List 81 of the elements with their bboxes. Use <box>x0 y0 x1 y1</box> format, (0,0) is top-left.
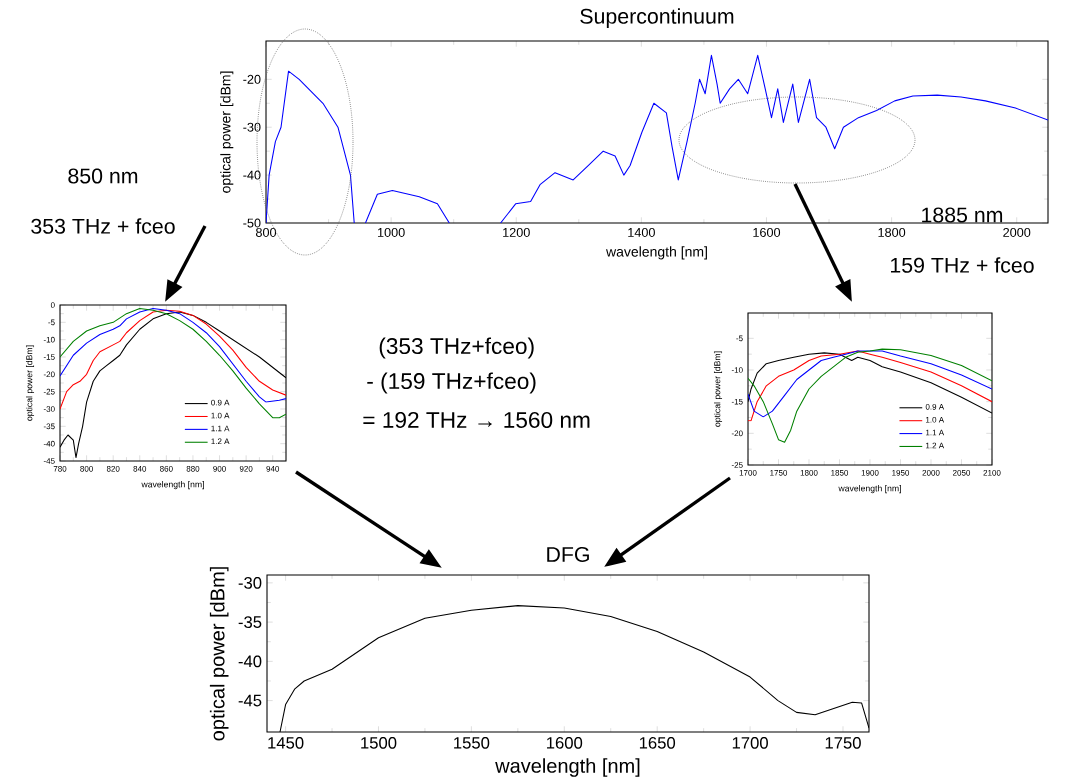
y-tick-label: -30 <box>43 406 55 412</box>
chart-title: Supercontinuum <box>580 8 734 29</box>
line-series <box>748 348 992 443</box>
x-tick-label: 1400 <box>628 227 655 237</box>
y-tick-label: -25 <box>731 462 743 468</box>
legend-label: 1.1 A <box>926 429 945 436</box>
y-tick-label: -20 <box>731 430 743 437</box>
y-tick-label: -35 <box>43 423 55 430</box>
x-tick-label: 800 <box>80 465 93 472</box>
y-tick-label: -20 <box>43 371 55 378</box>
y-tick-label: -15 <box>731 398 743 405</box>
y-tick-label: -15 <box>43 354 55 360</box>
y-tick-label: -45 <box>43 458 55 464</box>
y-tick-label: -45 <box>238 694 262 707</box>
chart-title: DFG <box>547 546 589 563</box>
x-tick-label: 1700 <box>732 736 768 749</box>
text: 850 nm <box>68 168 138 184</box>
y-tick-label: -5 <box>736 335 743 342</box>
legend-label: 0.9 A <box>925 403 945 410</box>
y-tick-label: -20 <box>243 74 261 84</box>
y-tick-label: -30 <box>243 122 261 132</box>
legend-label: 1.0 A <box>926 416 945 423</box>
x-axis-title: wavelength [nm] <box>141 481 204 490</box>
y-tick-label: -25 <box>43 388 55 395</box>
text: 353 THz + fceo <box>31 218 175 234</box>
y-tick-label: -10 <box>43 336 55 343</box>
x-tick-label: 2000 <box>1003 227 1031 237</box>
x-tick-label: 940 <box>266 465 280 472</box>
legend-label: 1.1 A <box>211 425 230 432</box>
x-tick-label: 820 <box>106 465 120 472</box>
x-axis-title: wavelength [nm] <box>838 485 901 494</box>
y-axis-title: optical power [dBm] <box>25 345 35 421</box>
x-tick-label: 860 <box>160 465 173 472</box>
x-tick-label: 1750 <box>825 736 861 749</box>
y-tick-label: -5 <box>48 319 55 326</box>
y-tick-label: -40 <box>238 655 262 668</box>
y-tick-label: -40 <box>43 440 55 447</box>
legend-label: 1.2 A <box>926 442 945 449</box>
y-axis-title: optical power [dBm] <box>220 71 234 193</box>
x-tick-label: 1850 <box>831 469 849 476</box>
y-tick-label: -10 <box>731 367 743 373</box>
x-tick-label: 1650 <box>639 736 676 749</box>
x-tick-label: 2000 <box>922 469 940 476</box>
text: = 192 THz → 1560 nm <box>363 411 590 429</box>
x-tick-label: 1750 <box>770 469 788 476</box>
x-tick-label: 780 <box>53 465 67 472</box>
x-tick-label: 920 <box>239 465 253 472</box>
y-axis-title: optical power [dBm] <box>713 351 723 427</box>
x-tick-label: 1200 <box>503 227 530 237</box>
x-tick-label: 1600 <box>753 227 781 237</box>
y-axis-title: optical power [dBm] <box>209 567 229 741</box>
text: - (159 THz+fceo) <box>367 372 536 394</box>
x-tick-label: 1600 <box>547 736 583 749</box>
x-tick-label: 2100 <box>983 469 1001 476</box>
x-tick-label: 1800 <box>878 227 906 237</box>
legend-label: 0.9 A <box>211 399 230 406</box>
x-axis-title: wavelength [nm] <box>606 246 707 260</box>
legend-label: 1.0 A <box>211 412 230 419</box>
text: (353 THz+fceo) <box>379 337 534 359</box>
legend-label: 1.2 A <box>211 438 230 445</box>
annotation: 1885 nm <box>922 207 1003 223</box>
x-tick-label: 1450 <box>268 736 304 749</box>
x-tick-label: 900 <box>213 465 226 472</box>
x-axis-title: wavelength [nm] <box>495 758 640 777</box>
x-tick-label: 1800 <box>800 469 818 476</box>
x-tick-label: 840 <box>133 465 147 472</box>
y-tick-label: -50 <box>243 218 261 228</box>
y-tick-label: -35 <box>238 616 262 628</box>
y-tick-label: -40 <box>243 170 261 180</box>
x-tick-label: 1700 <box>739 469 757 476</box>
x-tick-label: 1500 <box>361 736 397 749</box>
y-tick-label: -30 <box>238 576 262 589</box>
text: 159 THz + fceo <box>891 257 1034 273</box>
y-tick-label: 0 <box>50 302 55 308</box>
x-tick-label: 880 <box>186 465 200 472</box>
x-tick-label: 1950 <box>892 469 910 476</box>
x-tick-label: 2050 <box>953 469 971 476</box>
x-tick-label: 1900 <box>861 469 879 476</box>
x-tick-label: 1550 <box>454 736 490 749</box>
x-tick-label: 800 <box>255 227 277 237</box>
x-tick-label: 1000 <box>378 227 405 237</box>
